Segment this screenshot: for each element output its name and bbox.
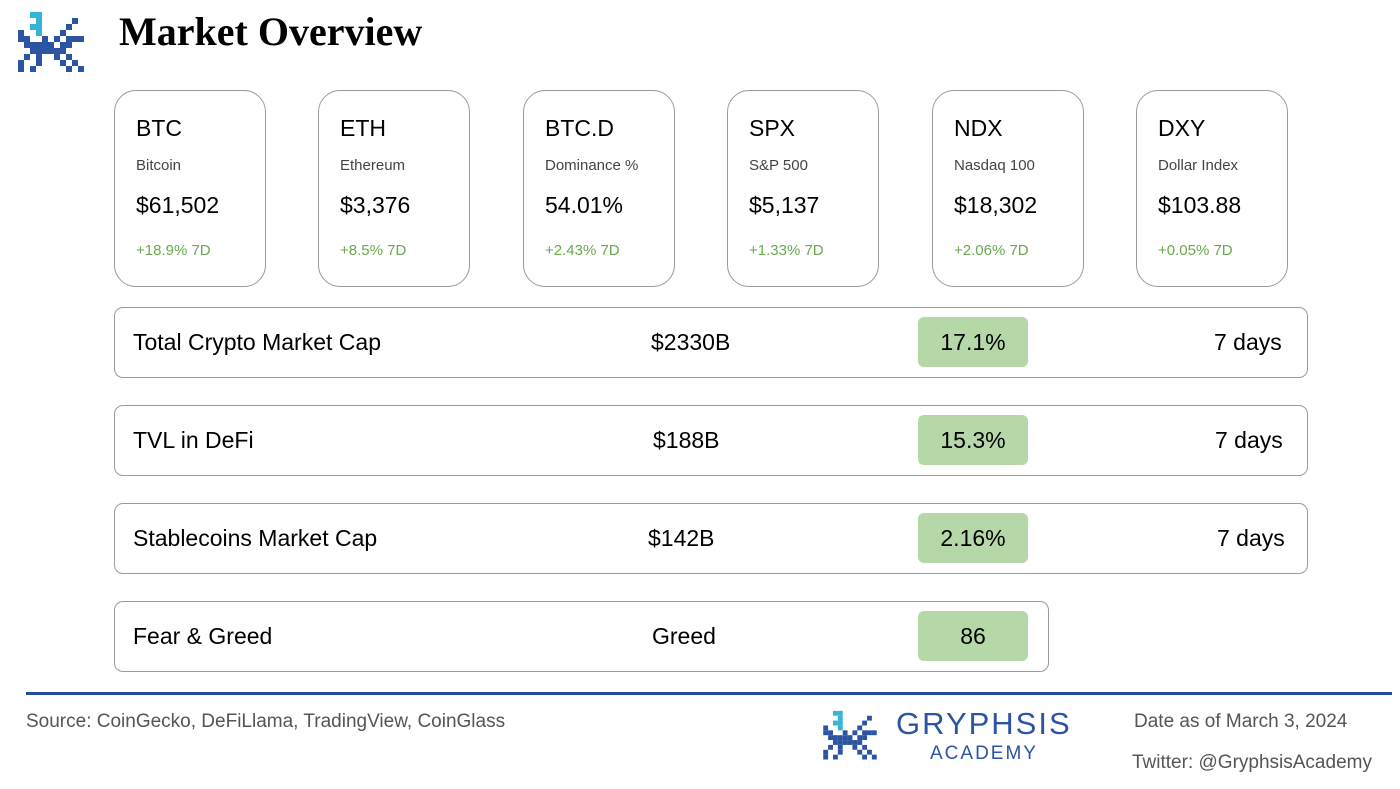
metric-label: Total Crypto Market Cap [133, 329, 381, 355]
twitter-handle: Twitter: @GryphsisAcademy [1132, 752, 1372, 773]
asset-change: +8.5% 7D [340, 242, 407, 259]
asset-card-dxy: DXY Dollar Index $103.88 +0.05% 7D [1136, 90, 1288, 287]
metric-period: 7 days [1215, 427, 1283, 453]
asset-change: +18.9% 7D [136, 242, 211, 259]
asset-name: Nasdaq 100 [954, 157, 1035, 174]
asset-symbol: DXY [1158, 115, 1206, 141]
metric-value: $2330B [651, 329, 731, 355]
asset-name: Dollar Index [1158, 157, 1239, 174]
asset-card-btc: BTC Bitcoin $61,502 +18.9% 7D [114, 90, 266, 287]
asset-symbol: BTC.D [545, 115, 614, 141]
metric-period: 7 days [1217, 525, 1285, 551]
asset-price: $5,137 [749, 192, 820, 218]
asset-symbol: SPX [749, 115, 796, 141]
metric-row-tvl-defi: TVL in DeFi $188B 15.3% 7 days [114, 405, 1308, 476]
asset-card-spx: SPX S&P 500 $5,137 +1.33% 7D [727, 90, 879, 287]
asset-name: Dominance % [545, 157, 639, 174]
metric-period: 7 days [1214, 329, 1282, 355]
metric-row-fear-greed: Fear & Greed Greed 86 [114, 601, 1049, 672]
date-note: Date as of March 3, 2024 [1134, 711, 1348, 732]
asset-price: $3,376 [340, 192, 411, 218]
asset-change: +0.05% 7D [1158, 242, 1233, 259]
brand-name: GRYPHSIS [896, 706, 1072, 741]
asset-price: $18,302 [954, 192, 1038, 218]
asset-card-btc-dominance: BTC.D Dominance % 54.01% +2.43% 7D [523, 90, 675, 287]
metric-value: $142B [648, 525, 715, 551]
metric-row-total-market-cap: Total Crypto Market Cap $2330B 17.1% 7 d… [114, 307, 1308, 378]
metric-change-badge: 86 [918, 611, 1028, 661]
asset-price: $103.88 [1158, 192, 1242, 218]
brand-subtitle: ACADEMY [930, 743, 1038, 764]
metric-change-badge: 17.1% [918, 317, 1028, 367]
metric-row-stablecoins: Stablecoins Market Cap $142B 2.16% 7 day… [114, 503, 1308, 574]
metric-value: Greed [652, 623, 716, 649]
asset-symbol: BTC [136, 115, 182, 141]
footer-divider [26, 692, 1392, 695]
page-title: Market Overview [119, 9, 423, 54]
asset-change: +1.33% 7D [749, 242, 824, 259]
metric-label: Stablecoins Market Cap [133, 525, 378, 551]
source-note: Source: CoinGecko, DeFiLlama, TradingVie… [26, 711, 506, 732]
metric-label: Fear & Greed [133, 623, 273, 649]
asset-name: Bitcoin [136, 157, 182, 174]
asset-change: +2.43% 7D [545, 242, 620, 259]
asset-name: Ethereum [340, 157, 406, 174]
metric-label: TVL in DeFi [133, 427, 254, 453]
asset-card-eth: ETH Ethereum $3,376 +8.5% 7D [318, 90, 470, 287]
asset-change: +2.06% 7D [954, 242, 1029, 259]
asset-symbol: ETH [340, 115, 386, 141]
asset-name: S&P 500 [749, 157, 808, 174]
asset-card-ndx: NDX Nasdaq 100 $18,302 +2.06% 7D [932, 90, 1084, 287]
metric-value: $188B [653, 427, 720, 453]
asset-price: $61,502 [136, 192, 220, 218]
gryphsis-logo-icon [14, 10, 88, 76]
asset-price: 54.01% [545, 192, 624, 218]
gryphsis-logo-icon [820, 709, 880, 763]
metric-change-badge: 15.3% [918, 415, 1028, 465]
asset-symbol: NDX [954, 115, 1003, 141]
metric-change-badge: 2.16% [918, 513, 1028, 563]
